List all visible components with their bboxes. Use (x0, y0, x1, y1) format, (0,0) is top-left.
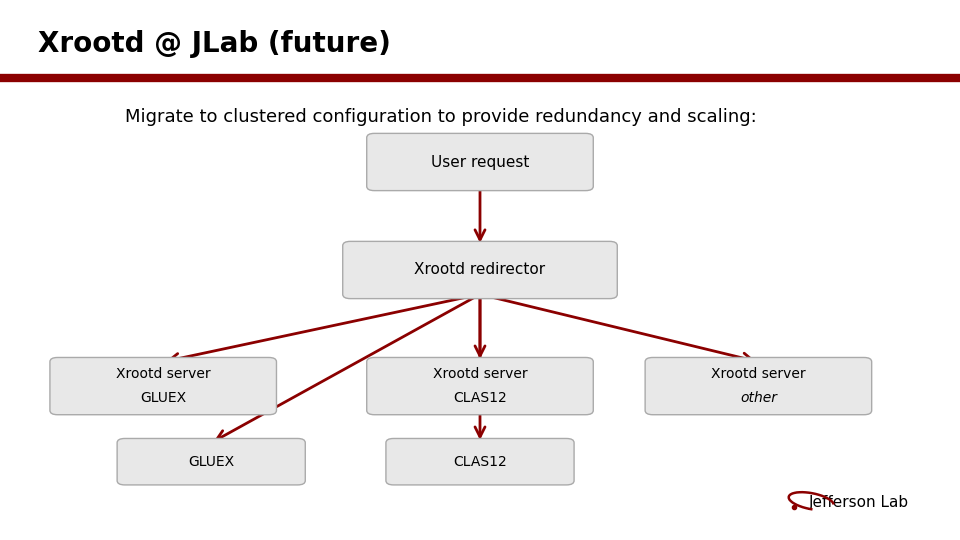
Text: GLUEX: GLUEX (188, 455, 234, 469)
FancyBboxPatch shape (367, 133, 593, 191)
Text: Xrootd server: Xrootd server (116, 367, 210, 381)
Text: Migrate to clustered configuration to provide redundancy and scaling:: Migrate to clustered configuration to pr… (125, 108, 756, 126)
FancyBboxPatch shape (645, 357, 872, 415)
FancyBboxPatch shape (117, 438, 305, 485)
FancyBboxPatch shape (367, 357, 593, 415)
Text: Xrootd redirector: Xrootd redirector (415, 262, 545, 278)
Text: CLAS12: CLAS12 (453, 455, 507, 469)
Text: User request: User request (431, 154, 529, 170)
FancyBboxPatch shape (343, 241, 617, 299)
Text: CLAS12: CLAS12 (453, 391, 507, 405)
Text: Xrootd server: Xrootd server (433, 367, 527, 381)
FancyBboxPatch shape (386, 438, 574, 485)
Text: Xrootd @ JLab (future): Xrootd @ JLab (future) (38, 30, 392, 58)
Text: other: other (740, 391, 777, 405)
Text: GLUEX: GLUEX (140, 391, 186, 405)
FancyBboxPatch shape (50, 357, 276, 415)
Text: Xrootd server: Xrootd server (711, 367, 805, 381)
Text: Jefferson Lab: Jefferson Lab (809, 495, 909, 510)
